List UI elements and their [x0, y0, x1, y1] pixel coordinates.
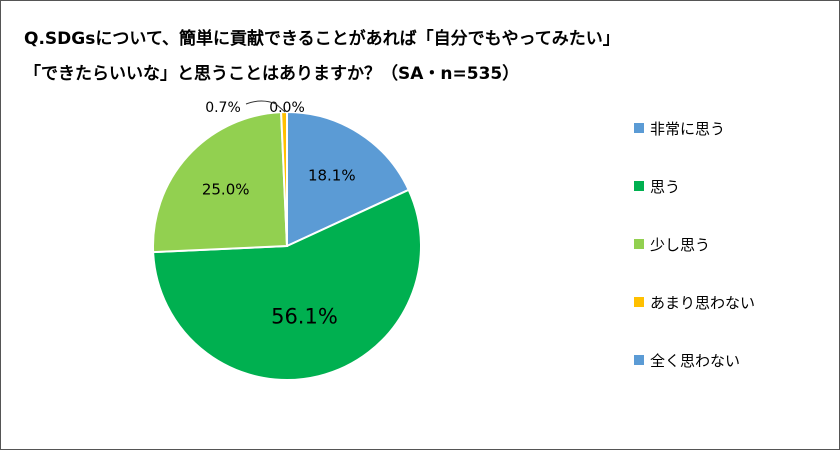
- pie-slice-1: [286, 110, 410, 248]
- legend-label: 全く思わない: [650, 352, 741, 370]
- legend-swatch: [634, 239, 644, 249]
- legend-label: あまり思わない: [650, 294, 756, 312]
- legend-item-4: あまり思わない: [634, 292, 755, 350]
- pie-slice-4: [280, 110, 288, 247]
- data-label-slice-2: 56.1%: [271, 305, 338, 329]
- chart-title-line-1: Q.SDGsについて、簡単に貢献できることがあれば「自分でもやってみたい」: [24, 29, 620, 49]
- chart-legend: 非常に思う思う少し思うあまり思わない 全く思わない: [634, 118, 755, 408]
- legend-label: 少し思う: [650, 236, 711, 254]
- data-label-slice-5: 0.0%: [269, 100, 305, 116]
- legend-item-3: 少し思う: [634, 234, 755, 292]
- leader-line: [245, 100, 286, 113]
- legend-label: 思う: [650, 178, 681, 196]
- legend-label: 非常に思う: [650, 120, 726, 138]
- legend-swatch: [634, 355, 644, 365]
- legend-swatch: [634, 181, 644, 191]
- pie-slice-3: [152, 111, 289, 254]
- legend-swatch: [634, 297, 644, 307]
- legend-item-1: 非常に思う: [634, 118, 755, 176]
- data-label-slice-4: 0.7%: [205, 100, 241, 116]
- pie-slice-2: [152, 188, 422, 381]
- data-label-slice-3: 25.0%: [202, 180, 250, 198]
- legend-item-2: 思う: [634, 176, 755, 234]
- legend-swatch: [634, 123, 644, 133]
- data-label-slice-1: 18.1%: [308, 167, 356, 185]
- chart-title-line-2: 「できたらいいな」と思うことはありますか？（SA・n=535）: [24, 64, 520, 84]
- legend-item-5: 全く思わない: [634, 350, 755, 408]
